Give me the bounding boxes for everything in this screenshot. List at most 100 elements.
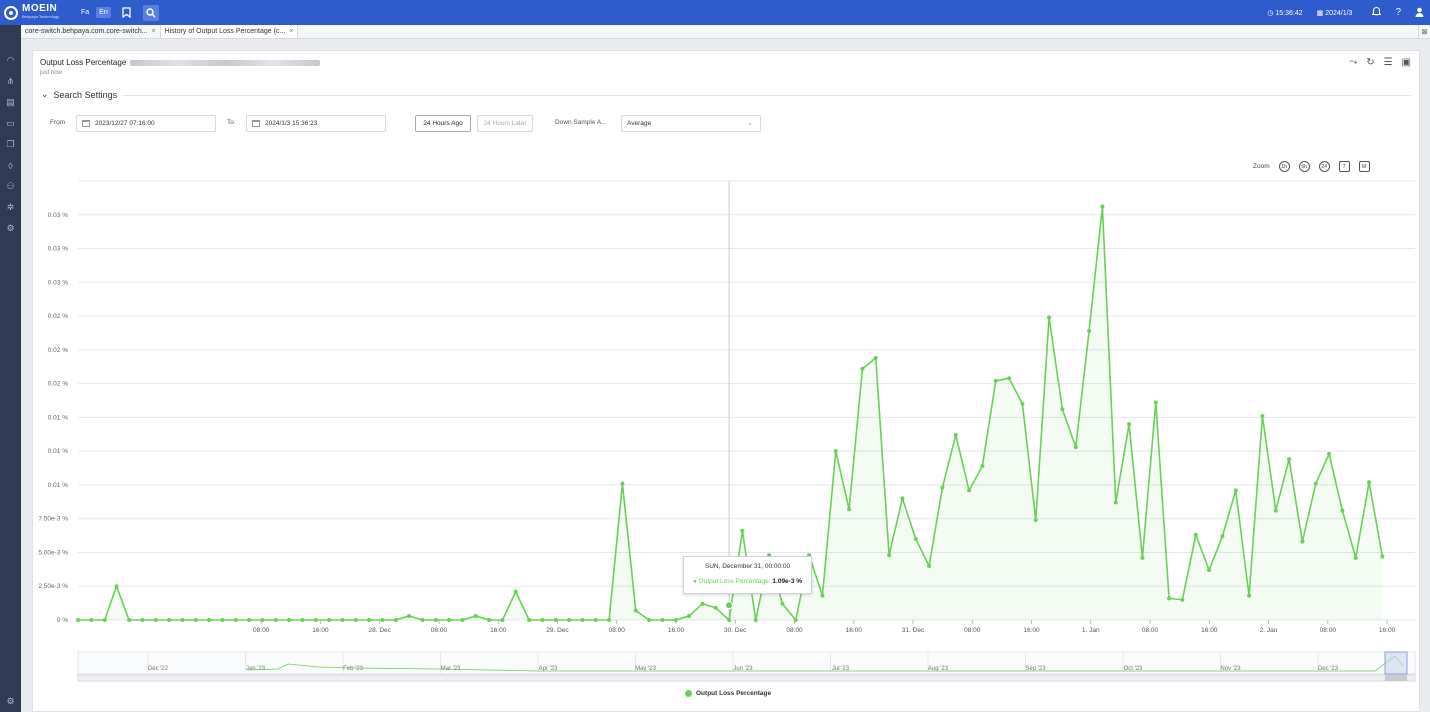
last-updated: just now [40,70,63,76]
data-point [1087,328,1092,333]
data-point [233,618,238,622]
close-icon[interactable]: × [151,28,156,35]
data-point [940,485,945,490]
highlight-point [725,601,734,610]
bookmark-icon[interactable] [119,5,135,21]
data-point [593,618,598,622]
sidebar: ◠ ⋔ ▤ ▭ ❐ ◊ ⚇ ✲ ⚙ ⚙ [0,25,21,712]
x-tick-label: 08:00 [1320,627,1337,634]
data-point [753,618,758,622]
bell-icon[interactable] [1371,6,1383,19]
tab-history[interactable]: History of Output Loss Percentage (c... … [160,25,299,38]
reports-icon[interactable]: ❐ [6,139,15,149]
data-point [727,618,732,622]
series-area [78,206,1383,620]
x-tick-label: 28. Dec [368,627,391,634]
collapse-sidebar-icon[interactable]: ⚙ [6,696,15,706]
dashboard-icon[interactable]: ◠ [6,55,15,65]
x-tick-label: 2. Jan [1260,627,1278,634]
data-point [873,355,878,360]
navigator-label: May '23 [635,666,656,672]
data-point [660,618,665,622]
data-point [687,613,692,618]
data-point [740,528,745,533]
data-point [340,618,345,622]
search-settings-toggle[interactable]: ⌄ Search Settings [41,89,117,100]
settings-gear-icon[interactable]: ✲ [6,202,15,212]
data-point [1180,597,1185,602]
data-point [1313,481,1318,486]
tab-core-switch[interactable]: core-switch.behpaya.com.core-switch... × [21,25,161,38]
y-tick-label: 5.00e-3 % [38,549,68,556]
clock-time: 15:36:42 [1275,9,1303,17]
search-icon[interactable] [142,4,159,21]
help-icon[interactable]: ? [1395,7,1401,18]
lang-fa-button[interactable]: Fa [81,9,90,16]
brand-name: MOEIN [22,2,58,14]
data-point [220,618,225,622]
chart-legend[interactable]: Output Loss Percentage [685,690,771,697]
user-icon[interactable] [1415,7,1424,19]
y-tick-label: 0.02 % [48,347,68,354]
x-tick-label: 29. Dec [546,627,569,634]
navigator-label: Dec '22 [148,666,169,672]
zoom-6h-button[interactable]: 6h [1298,161,1310,172]
x-tick-label: 08:00 [431,627,448,634]
y-tick-label: 0.03 % [48,246,68,253]
data-point [607,618,612,622]
data-point [1247,593,1252,598]
calendar-icon [252,120,260,127]
zoom-month-button[interactable]: M [1358,161,1370,172]
clock-display: ◷ 15:36:42 [1267,9,1303,17]
navigator-label: Jan '23 [246,666,266,672]
24-hours-ago-button[interactable]: 24 Hours Ago [415,115,471,132]
x-tick-label: 16:00 [490,627,507,634]
refresh-icon[interactable]: ↻ [1366,57,1375,68]
date-display: ▦ 2024/1/3 [1316,9,1353,17]
data-point [1047,315,1052,320]
data-point [993,378,998,383]
list-settings-icon[interactable]: ☰ [1383,57,1393,68]
add-chart-icon[interactable]: ⤳ [1349,57,1358,68]
zoom-24h-button[interactable]: 24 [1318,161,1330,172]
x-tick-label: 30. Dec [724,627,747,634]
close-all-tabs-icon[interactable]: ⊠ [1418,25,1430,38]
data-point [1167,596,1172,601]
topology-icon[interactable]: ⋔ [6,76,15,86]
monitor-icon[interactable]: ▭ [6,118,15,128]
app-logo[interactable]: MOEIN Behpaya Technology [4,2,74,21]
zoom-week-button[interactable]: 7 [1338,161,1350,172]
tooltip-value: 1.09e-3 % [772,578,803,585]
save-icon[interactable]: ▣ [1401,57,1411,68]
x-tick-label: 08:00 [964,627,981,634]
legend-marker [685,690,692,697]
data-point [313,618,318,622]
close-icon[interactable]: × [289,28,294,35]
tooltip-title: SUN, December 31, 00:00:00 [704,563,791,570]
database-icon[interactable]: ▤ [6,97,15,107]
navigator-label: Dec '23 [1318,666,1339,672]
loss-chart[interactable]: 0 % 2.50e-3 % 5.00e-3 % 7.50e-3 % 0.01 % 0.01… [33,176,1421,686]
24-hours-later-button[interactable]: 24 Hours Later [477,115,533,132]
data-point [153,618,158,622]
x-tick-label: 16:00 [1201,627,1218,634]
y-tick-label: 7.50e-3 % [38,516,68,523]
data-point [1340,508,1345,513]
from-date-input[interactable]: 2023/12/27 07:16:00 [76,115,216,132]
data-point [1273,508,1278,513]
alert-bell-icon[interactable]: ◊ [8,160,13,171]
x-tick-label: 1. Jan [1082,627,1100,634]
to-date-input[interactable]: 2024/1/3 15:36:23 [246,115,386,132]
admin-settings-icon[interactable]: ⚙ [6,223,15,233]
x-tick-label: 08:00 [786,627,803,634]
data-point [700,601,705,606]
downsample-select[interactable]: Average ⌄ [621,115,761,132]
users-icon[interactable]: ⚇ [6,181,15,191]
lang-en-button[interactable]: En [96,7,111,18]
zoom-1h-button[interactable]: 1h [1278,161,1290,172]
data-point [900,496,905,501]
data-point [180,618,185,622]
to-label: To [227,119,234,126]
data-point [393,618,398,622]
data-point [247,618,252,622]
